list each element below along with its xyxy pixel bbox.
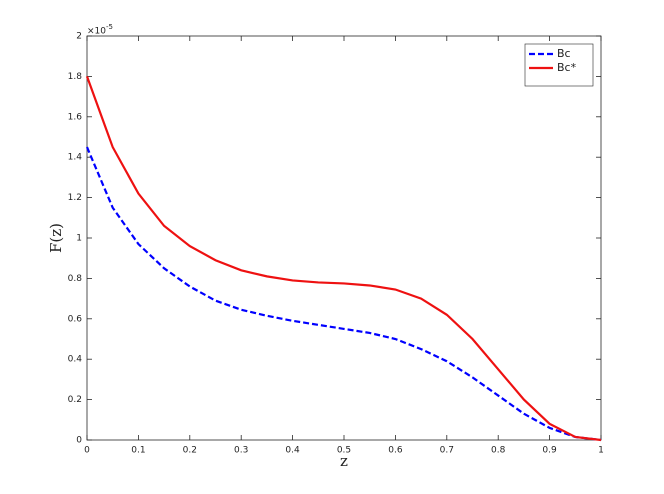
y-tick-label: 1.2 — [68, 193, 82, 203]
legend-label: Bc — [557, 47, 571, 60]
legend-label: Bc* — [557, 61, 577, 74]
x-tick-label: 0.4 — [285, 446, 300, 456]
x-axis-label: z — [340, 452, 348, 470]
plot-frame — [86, 35, 602, 441]
y-tick-label: 0.6 — [68, 314, 83, 324]
y-tick-label: 0.4 — [68, 355, 83, 365]
y-tick-label: 2 — [76, 32, 82, 42]
x-tick-label: 0.2 — [183, 446, 197, 456]
y-tick-label: 0 — [76, 436, 82, 446]
y-tick-label: 0.8 — [68, 274, 83, 284]
x-tick-label: 0.7 — [440, 446, 454, 456]
x-tick-label: 1 — [598, 446, 604, 456]
y-multiplier: ×10 — [87, 27, 106, 37]
y-tick-label: 1.4 — [68, 153, 83, 163]
x-tick-label: 0.6 — [388, 446, 403, 456]
y-tick-label: 1.6 — [68, 112, 83, 122]
y-tick-label: 0.2 — [68, 395, 82, 405]
x-tick-label: 0.1 — [131, 446, 145, 456]
y-power: -5 — [106, 23, 113, 31]
x-tick-label: 0.3 — [234, 446, 248, 456]
legend-box — [524, 43, 594, 87]
x-tick-label: 0.8 — [491, 446, 506, 456]
line-series — [85, 76, 602, 442]
y-axis-label: F(z) — [47, 223, 65, 253]
x-tick-label: 0 — [84, 446, 90, 456]
y-tick-label: 1 — [76, 234, 82, 244]
x-tick-label: 0.5 — [337, 446, 351, 456]
line-series — [85, 146, 602, 442]
x-tick-label: 0.9 — [542, 446, 557, 456]
y-tick-label: 1.8 — [68, 72, 83, 82]
